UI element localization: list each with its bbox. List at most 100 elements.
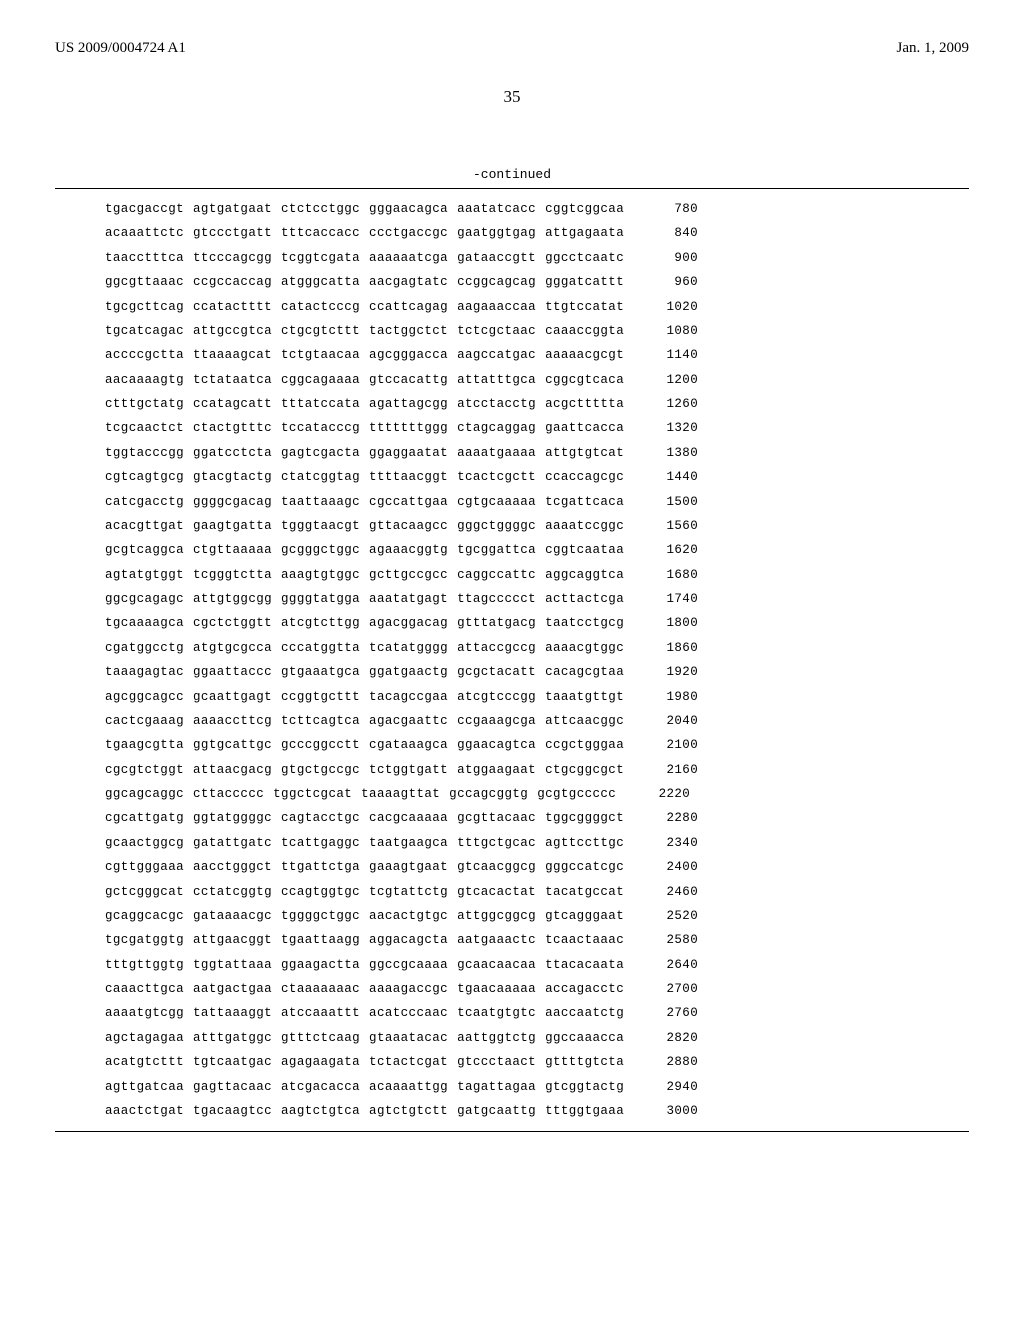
sequence-block: ggggcgacag xyxy=(193,490,272,514)
sequence-block: agtctgtctt xyxy=(369,1099,448,1123)
sequence-block: attaacgacg xyxy=(193,758,272,782)
sequence-block: ttacacaata xyxy=(545,953,624,977)
sequence-block: tgtcaatgac xyxy=(193,1050,272,1074)
sequence-position: 900 xyxy=(653,246,698,270)
sequence-block: aaaatccggc xyxy=(545,514,624,538)
sequence-block: gcgggctggc xyxy=(281,538,360,562)
sequence-block: accccgctta xyxy=(105,343,184,367)
sequence-block: tggtattaaa xyxy=(193,953,272,977)
sequence-block: tacatgccat xyxy=(545,880,624,904)
sequence-position: 2760 xyxy=(653,1001,698,1025)
sequence-position: 1440 xyxy=(653,465,698,489)
sequence-position: 2280 xyxy=(653,806,698,830)
sequence-block: gggccatcgc xyxy=(545,855,624,879)
sequence-row: acatgtcttttgtcaatgacagagaagatatctactcgat… xyxy=(55,1050,969,1074)
sequence-row: aacaaaagtgtctataatcacggcagaaaagtccacattg… xyxy=(55,368,969,392)
sequence-block: aagaaaccaa xyxy=(457,295,536,319)
sequence-block: caggccattc xyxy=(457,563,536,587)
sequence-position: 780 xyxy=(653,197,698,221)
sequence-block: tcggtcgata xyxy=(281,246,360,270)
sequence-block: agctagagaa xyxy=(105,1026,184,1050)
sequence-block: tggggctggc xyxy=(281,904,360,928)
sequence-block: aatgactgaa xyxy=(193,977,272,1001)
sequence-block: tccatacccg xyxy=(281,416,360,440)
sequence-block: ccggcagcag xyxy=(457,270,536,294)
sequence-block: tttttttggg xyxy=(369,416,448,440)
sequence-block: cttaccccc xyxy=(193,782,264,806)
sequence-block: taatgaagca xyxy=(369,831,448,855)
sequence-block: tggcggggct xyxy=(545,806,624,830)
sequence-block: ggaagactta xyxy=(281,953,360,977)
sequence-block: taacctttca xyxy=(105,246,184,270)
sequence-position: 1080 xyxy=(653,319,698,343)
sequence-block: ccattcagag xyxy=(369,295,448,319)
sequence-block: gcaggcacgc xyxy=(105,904,184,928)
sequence-position: 1320 xyxy=(653,416,698,440)
sequence-position: 960 xyxy=(653,270,698,294)
sequence-block: ctagcaggag xyxy=(457,416,536,440)
sequence-row: cgcgtctggtattaacgacggtgctgccgctctggtgatt… xyxy=(55,758,969,782)
sequence-block: aacactgtgc xyxy=(369,904,448,928)
sequence-block: atcgtcttgg xyxy=(281,611,360,635)
sequence-row: caaacttgcaaatgactgaactaaaaaaacaaaagaccgc… xyxy=(55,977,969,1001)
sequence-block: gtttatgacg xyxy=(457,611,536,635)
sequence-row: tgacgaccgtagtgatgaatctctcctggcgggaacagca… xyxy=(55,197,969,221)
sequence-block: tcgcaactct xyxy=(105,416,184,440)
sequence-block: attatttgca xyxy=(457,368,536,392)
sequence-row: acaaattctcgtccctgatttttcaccaccccctgaccgc… xyxy=(55,221,969,245)
sequence-block: atgggcatta xyxy=(281,270,360,294)
sequence-block: gtacgtactg xyxy=(193,465,272,489)
sequence-block: atttgatggc xyxy=(193,1026,272,1050)
sequence-block: ccagtggtgc xyxy=(281,880,360,904)
sequence-block: tgcggattca xyxy=(457,538,536,562)
sequence-block: gtccctgatt xyxy=(193,221,272,245)
sequence-block: acttactcga xyxy=(545,587,624,611)
sequence-position: 2040 xyxy=(653,709,698,733)
sequence-block: acgcttttta xyxy=(545,392,624,416)
sequence-block: gcgtgccccc xyxy=(537,782,616,806)
sequence-position: 1800 xyxy=(653,611,698,635)
sequence-block: aaaaacgcgt xyxy=(545,343,624,367)
sequence-block: ggatgaactg xyxy=(369,660,448,684)
sequence-block: tcgtattctg xyxy=(369,880,448,904)
sequence-table: tgacgaccgtagtgatgaatctctcctggcgggaacagca… xyxy=(55,188,969,1132)
sequence-block: ggcgttaaac xyxy=(105,270,184,294)
sequence-row: tttgttggtgtggtattaaaggaagacttaggccgcaaaa… xyxy=(55,953,969,977)
sequence-block: atcctacctg xyxy=(457,392,536,416)
sequence-position: 1020 xyxy=(653,295,698,319)
sequence-block: aattggtctg xyxy=(457,1026,536,1050)
sequence-block: cacgcaaaaa xyxy=(369,806,448,830)
sequence-block: aacaaaagtg xyxy=(105,368,184,392)
sequence-block: gtccctaact xyxy=(457,1050,536,1074)
sequence-block: tttggtgaaa xyxy=(545,1099,624,1123)
sequence-position: 2400 xyxy=(653,855,698,879)
sequence-block: tctgtaacaa xyxy=(281,343,360,367)
sequence-block: gatattgatc xyxy=(193,831,272,855)
sequence-block: gcgtcaggca xyxy=(105,538,184,562)
sequence-block: aacgagtatc xyxy=(369,270,448,294)
sequence-block: aaatatcacc xyxy=(457,197,536,221)
sequence-block: atcgacacca xyxy=(281,1075,360,1099)
sequence-block: acatgtcttt xyxy=(105,1050,184,1074)
sequence-block: ctctcctggc xyxy=(281,197,360,221)
sequence-block: agtatgtggt xyxy=(105,563,184,587)
continued-label: -continued xyxy=(55,167,969,182)
sequence-block: cgcgtctggt xyxy=(105,758,184,782)
sequence-row: gctcgggcatcctatcggtgccagtggtgctcgtattctg… xyxy=(55,880,969,904)
sequence-position: 1980 xyxy=(653,685,698,709)
sequence-block: gtccacattg xyxy=(369,368,448,392)
sequence-position: 2820 xyxy=(653,1026,698,1050)
sequence-block: ggggtatgga xyxy=(281,587,360,611)
sequence-block: ctatcggtag xyxy=(281,465,360,489)
sequence-position: 1620 xyxy=(653,538,698,562)
sequence-position: 2220 xyxy=(645,782,690,806)
sequence-block: aagccatgac xyxy=(457,343,536,367)
sequence-block: tttatccata xyxy=(281,392,360,416)
sequence-block: acaaaattgg xyxy=(369,1075,448,1099)
sequence-block: cggtcggcaa xyxy=(545,197,624,221)
sequence-block: catactcccg xyxy=(281,295,360,319)
sequence-row: agtatgtggttcgggtcttaaaagtgtggcgcttgccgcc… xyxy=(55,563,969,587)
sequence-block: aacctgggct xyxy=(193,855,272,879)
sequence-block: aggacagcta xyxy=(369,928,448,952)
sequence-block: cgatggcctg xyxy=(105,636,184,660)
